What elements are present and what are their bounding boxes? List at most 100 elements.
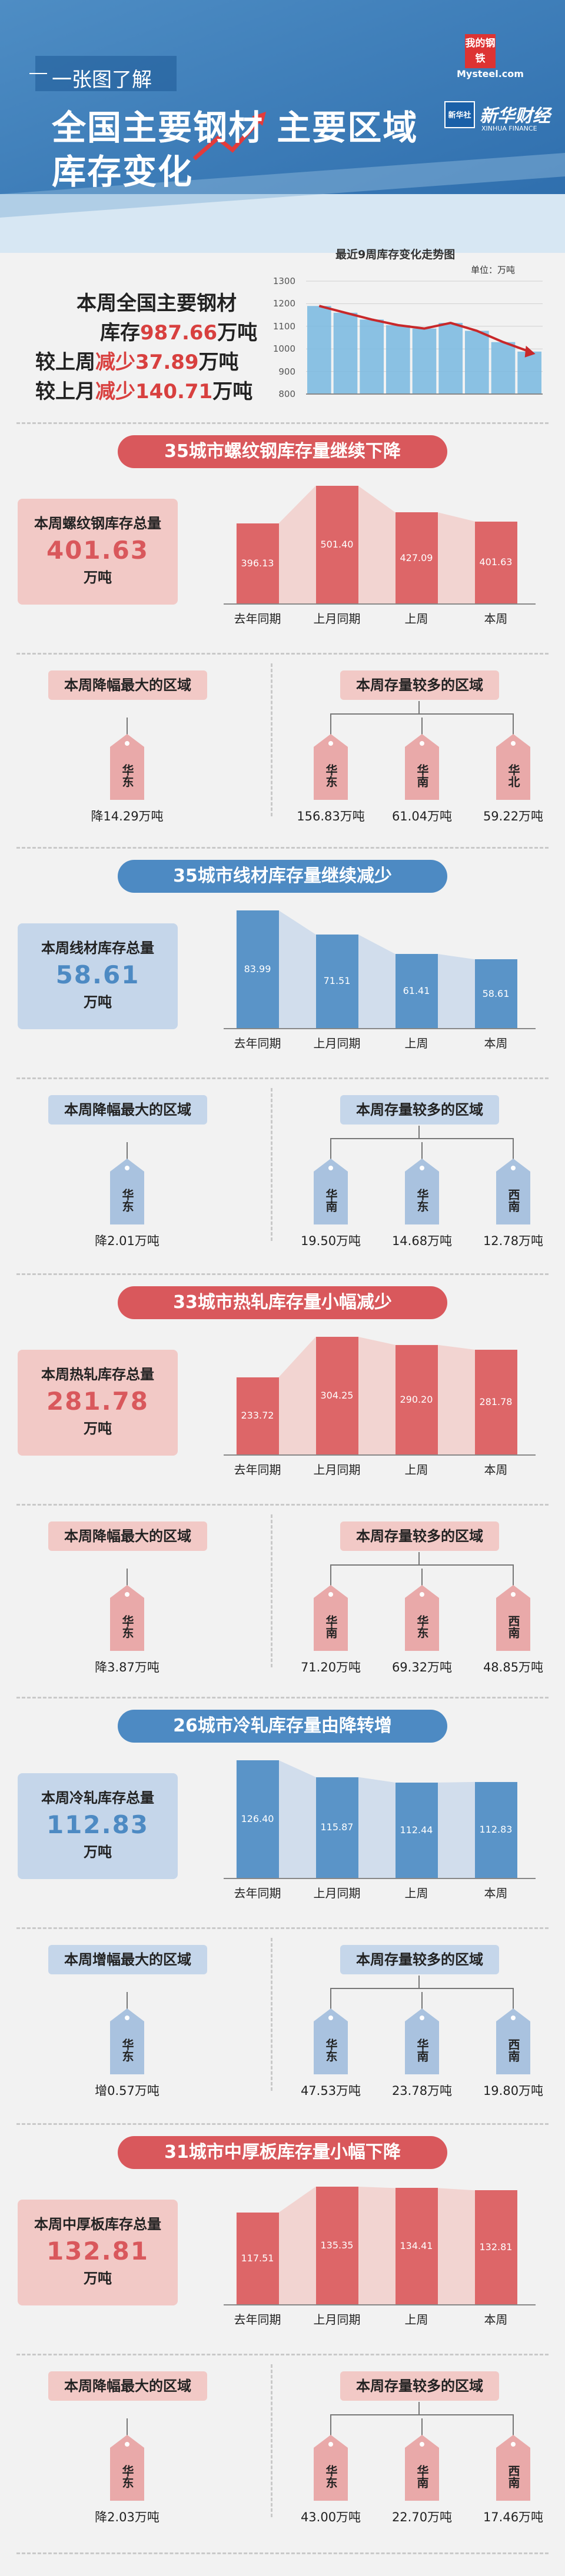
header-decoration: [0, 56, 565, 218]
section-separator: [16, 847, 549, 849]
section-bar-chart: [236, 1337, 517, 1454]
trend-bar: [438, 323, 463, 394]
xinhua-logo-en: XINHUA FINANCE: [481, 125, 537, 132]
region-amount: 69.32万吨: [391, 1660, 453, 1674]
region-tag-icon: [496, 1159, 530, 1224]
region-pill-right: 本周存量较多的区域: [340, 1521, 499, 1551]
region-tags: [110, 2402, 530, 2501]
total-value: 58.61: [55, 960, 140, 989]
region-tag-label: 华东: [120, 1189, 134, 1212]
region-separator: [16, 2354, 549, 2355]
trend-arrow-icon: [524, 345, 536, 358]
section-bar-chart: [236, 2187, 517, 2304]
region-pill-right: 本周存量较多的区域: [340, 1095, 499, 1125]
chart-bar: [395, 1344, 438, 1454]
region-tags: [110, 1552, 530, 1651]
category-label: 上周: [404, 612, 428, 626]
region-tag-icon: [405, 2435, 439, 2501]
region-separator: [16, 653, 549, 655]
region-tag-icon: [110, 734, 144, 800]
region-amount: 17.46万吨: [483, 2510, 544, 2524]
trend-bar: [333, 312, 358, 394]
chart-bar: [236, 523, 279, 603]
region-tag-label: 华东: [324, 2038, 338, 2062]
region-tag-label: 华东: [324, 764, 338, 788]
region-tag-label: 华北: [506, 764, 520, 788]
region-pill-right: 本周存量较多的区域: [340, 670, 499, 700]
region-tag-label: 华东: [415, 1189, 429, 1212]
region-tag-label: 西南: [506, 1189, 520, 1212]
bar-value-label: 112.44: [400, 1824, 433, 1836]
category-label: 本周: [484, 1886, 508, 1900]
bar-value-label: 126.40: [241, 1813, 274, 1824]
chart-bar: [236, 1377, 279, 1454]
region-tags: [110, 1976, 530, 2074]
region-tags: [110, 701, 530, 800]
bar-value-label: 71.51: [323, 975, 351, 987]
total-label: 本周螺纹钢库存总量: [34, 515, 161, 532]
region-tag-label: 华南: [324, 1615, 338, 1639]
region-tag-label: 华东: [120, 2465, 134, 2488]
total-box: 本周热轧库存总量 281.78 万吨: [18, 1350, 178, 1456]
region-tag-label: 华南: [415, 2465, 429, 2488]
chart-bar: [474, 1781, 517, 1878]
total-box: 本周线材库存总量 58.61 万吨: [18, 923, 178, 1029]
region-tag-icon: [405, 734, 439, 800]
category-label: 上月同期: [313, 612, 361, 626]
section-separator: [16, 2123, 549, 2125]
chart-bar: [236, 2213, 279, 2304]
trend-chart-plot: [306, 281, 543, 395]
mysteel-logo: 我的钢铁: [465, 34, 496, 68]
region-tag-icon: [314, 1585, 348, 1651]
chart-bar: [395, 1782, 438, 1878]
chart-bar: [395, 2188, 438, 2304]
trend-bar: [360, 319, 384, 394]
bar-band: [236, 910, 517, 1028]
bar-value-label: 290.20: [400, 1393, 433, 1405]
category-label: 上周: [404, 1036, 428, 1050]
total-label: 本周中厚板库存总量: [34, 2216, 161, 2233]
trend-bar: [307, 306, 331, 394]
section-banner: 33城市热轧库存量小幅减少: [118, 1286, 447, 1319]
category-label: 上月同期: [313, 2313, 361, 2327]
trend-y-tick: 1300: [272, 276, 295, 286]
chart-bar: [474, 521, 517, 603]
region-amount: 156.83万吨: [297, 809, 365, 823]
mysteel-url: Mysteel.com: [457, 68, 524, 79]
region-pill-left: 本周增幅最大的区域: [48, 1945, 207, 1974]
total-label: 本周冷轧库存总量: [41, 1790, 154, 1806]
category-label: 上周: [404, 1463, 428, 1477]
category-label: 去年同期: [234, 1036, 281, 1050]
chart-bar: [315, 1337, 358, 1454]
total-unit: 万吨: [84, 994, 112, 1010]
category-label: 本周: [484, 612, 508, 626]
category-label: 上月同期: [313, 1886, 361, 1900]
section-banner: 26城市冷轧库存量由降转增: [118, 1710, 447, 1743]
section-banner: 35城市线材库存量继续减少: [118, 860, 447, 893]
region-tag-label: 华南: [415, 2038, 429, 2062]
section-separator: [16, 1273, 549, 1275]
region-tag-icon: [110, 1159, 144, 1224]
section-separator: [16, 1697, 549, 1699]
category-label: 上周: [404, 2313, 428, 2327]
section-bar-chart: [236, 910, 517, 1028]
bar-value-label: 135.35: [320, 2240, 354, 2251]
chart-bar: [315, 1777, 358, 1878]
bar-value-label: 61.41: [403, 985, 430, 996]
region-amount: 61.04万吨: [391, 809, 453, 823]
header-title-line1: 全国主要钢材 主要区域: [52, 108, 418, 148]
region-tags: [110, 1126, 530, 1224]
region-amount: 47.53万吨: [300, 2084, 361, 2098]
region-tag-icon: [314, 2435, 348, 2501]
region-amount: 59.22万吨: [483, 809, 544, 823]
region-pill-left: 本周降幅最大的区域: [48, 1095, 207, 1125]
trend-y-tick: 800: [278, 389, 295, 399]
bar-value-label: 58.61: [482, 987, 510, 999]
bar-band: [236, 486, 517, 603]
chart-bar: [474, 2190, 517, 2304]
summary-line3: 较上周减少37.89万吨: [35, 351, 239, 374]
category-label: 去年同期: [234, 1463, 281, 1477]
section-banner: 35城市螺纹钢库存量继续下降: [118, 435, 447, 468]
total-box: 本周中厚板库存总量 132.81 万吨: [18, 2200, 178, 2305]
region-separator: [16, 1504, 549, 1506]
